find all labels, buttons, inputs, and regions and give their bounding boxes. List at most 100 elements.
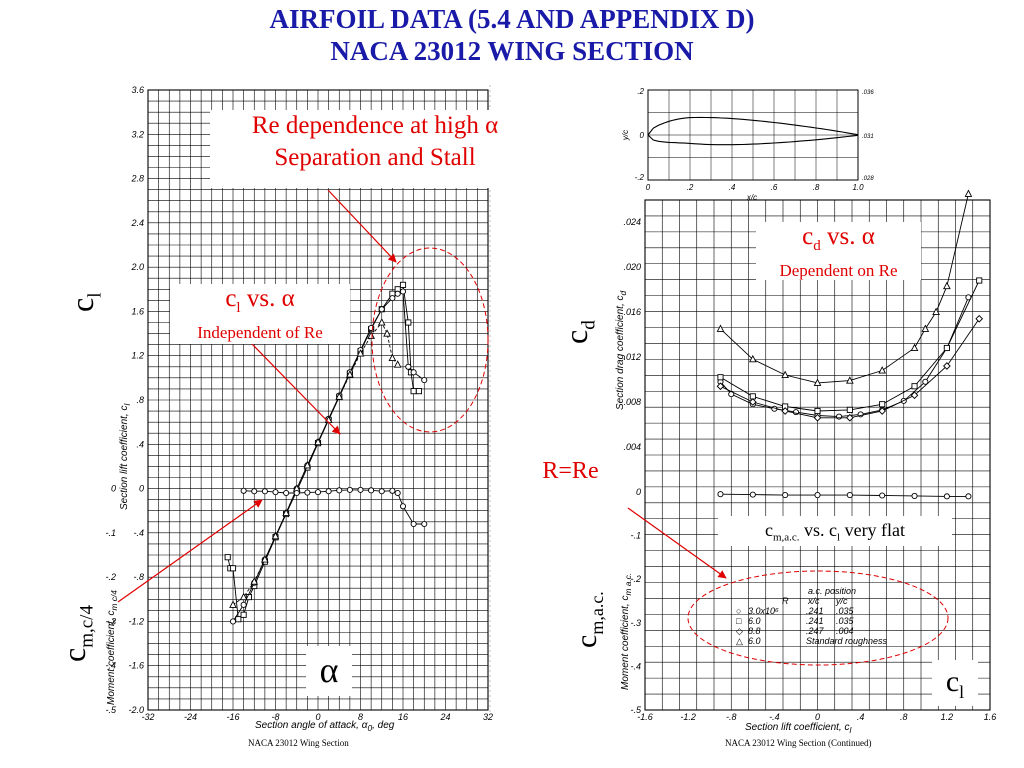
right-drag-point-square xyxy=(943,344,950,352)
right-drag-point-square xyxy=(846,406,853,413)
left-lift-tick-label: -1.2 xyxy=(128,616,144,626)
profile-x-tick-label: 0 xyxy=(646,183,651,192)
left-moment-point xyxy=(378,488,385,495)
profile-y-label: y/c xyxy=(621,130,630,141)
left-moment-tick-label: -.1 xyxy=(105,528,116,538)
right-drag-point-triangle xyxy=(781,370,789,379)
right-drag-tick-label: 0 xyxy=(636,487,641,497)
left-lift-point-triangle xyxy=(314,437,322,446)
right-chart-ticks: -1.6 -1.2 -.8 -.4 0 .4 .8 1.2 1.6 0 .004 .008 .012 .0… xyxy=(623,217,996,722)
legend-r-value: 8.8 xyxy=(748,626,761,636)
legend: a.c. position R x/c y/c ○ 3.0x10⁶ .241 .035… xyxy=(736,586,926,646)
legend-header-xc: x/c xyxy=(808,596,820,606)
right-moment-tick-label: -.2 xyxy=(630,574,641,584)
profile-x-tick-label: 1.0 xyxy=(852,183,864,192)
left-moment-point xyxy=(368,487,375,494)
left-lift-point-circle xyxy=(410,369,417,376)
left-moment-point xyxy=(283,489,290,497)
right-moment-point xyxy=(717,491,724,498)
left-x-axis-label: Section angle of attack, α0, deg xyxy=(255,720,395,733)
left-chart-ticks: -32 -24 -16 -8 0 8 16 24 32 .4 .8 1.2 1.6 2.0 2.4 2.8 3.… xyxy=(105,85,493,722)
legend-row: △ 6.0 Standard roughness xyxy=(736,636,926,646)
right-drag-point-triangle xyxy=(846,376,854,384)
left-lift-point-circle xyxy=(378,306,385,313)
profile-y-tick-label: 0 xyxy=(640,131,645,140)
legend-xc-value: .241 xyxy=(806,616,824,626)
left-x-tick-label: 16 xyxy=(398,712,408,722)
right-drag-point-diamond xyxy=(716,382,725,391)
annotation-overlay xyxy=(117,189,949,666)
left-moment-tick-label: 0 xyxy=(111,484,116,494)
left-moment-tick-label: -.4 xyxy=(105,661,116,671)
right-moment-tick-label: -.3 xyxy=(630,618,641,628)
left-lift-tick-label: 2.8 xyxy=(130,174,144,184)
left-lift-point-square xyxy=(415,388,422,395)
right-moment-point xyxy=(782,492,789,499)
legend-row: □ 6.0 .241 .035 xyxy=(736,616,926,626)
legend-marker-square-icon: □ xyxy=(736,616,742,626)
legend-yc-value: .035 xyxy=(836,616,854,626)
left-lift-point-circle xyxy=(405,363,412,370)
left-lift-point-circle xyxy=(389,295,396,302)
right-moment-curve xyxy=(720,493,969,497)
right-chart-caption: NACA 23012 Wing Section (Continued) xyxy=(725,738,872,748)
right-drag-point-triangle xyxy=(932,307,940,316)
left-moment-point xyxy=(272,489,279,496)
right-moment-tick-label: -.4 xyxy=(630,661,641,671)
right-drag-point-diamond xyxy=(910,391,919,400)
right-drag-tick-label: .020 xyxy=(623,262,641,272)
right-chart-grid xyxy=(644,199,991,711)
left-lift-point-triangle xyxy=(335,392,344,400)
right-drag-point-diamond xyxy=(846,413,854,422)
left-moment-tick-label: -.3 xyxy=(105,616,116,626)
profile-right-tick-label: .036 xyxy=(862,90,874,96)
symbol-cl-bottom: cl xyxy=(932,660,978,706)
left-x-tick-label: 8 xyxy=(358,712,363,722)
profile-upper-surface xyxy=(647,116,859,136)
left-lift-point-square xyxy=(410,388,417,395)
left-moment-point xyxy=(293,489,300,497)
left-lift-point-triangle xyxy=(388,353,397,361)
legend-r-value: 6.0 xyxy=(748,616,761,626)
left-lift-point-circle xyxy=(229,618,237,625)
profile-y-tick-label: -.2 xyxy=(635,173,645,182)
annotation-cm-flat: cm,a.c. vs. cl very flat xyxy=(718,516,952,546)
right-drag-curve-circle xyxy=(720,297,969,418)
left-lift-tick-label: 1.6 xyxy=(131,306,144,316)
left-moment-point xyxy=(314,489,322,496)
left-lift-point-triangle xyxy=(346,370,354,378)
symbol-cl: cl xyxy=(64,272,105,322)
symbol-alpha: α xyxy=(306,646,352,696)
right-moment-point xyxy=(879,492,886,499)
right-drag-axis-label-wrap: Section drag coefficient, cd xyxy=(615,280,628,410)
left-moment-axis-label: Moment coefficient, cm c/4 xyxy=(106,590,119,705)
right-x-tick-label: 1.2 xyxy=(941,712,954,722)
left-chart-caption: NACA 23012 Wing Section xyxy=(248,738,349,748)
left-lift-point-circle xyxy=(240,601,247,608)
left-moment-point xyxy=(261,488,268,495)
right-drag-point-diamond xyxy=(748,398,757,406)
left-moment-tick-label: -.2 xyxy=(105,572,116,582)
legend-marker-diamond-icon: ◇ xyxy=(736,626,743,636)
legend-header-ac: a.c. position xyxy=(808,586,857,596)
annotation-cd-vs-alpha: cd vs. α Dependent on Re xyxy=(756,222,921,280)
legend-ellipse xyxy=(687,570,949,666)
left-lift-point-circle xyxy=(399,288,407,295)
right-moment-point xyxy=(965,493,972,500)
legend-marker-circle-icon: ○ xyxy=(736,606,742,616)
left-lift-point-triangle xyxy=(303,460,312,469)
legend-marker-triangle-icon: △ xyxy=(736,636,743,646)
right-drag-tick-label: .016 xyxy=(623,307,641,317)
profile-lower-surface xyxy=(647,134,859,146)
slide-title-line1: AIRFOIL DATA (5.4 AND APPENDIX D) xyxy=(269,4,755,34)
right-x-tick-label: -1.6 xyxy=(637,712,653,722)
right-drag-point-triangle xyxy=(921,324,930,332)
arrow-to-stall xyxy=(327,189,397,263)
right-drag-point-circle xyxy=(836,413,843,420)
right-drag-point-triangle xyxy=(964,189,973,197)
right-drag-point-triangle xyxy=(748,354,757,363)
legend-xc-value: Standard roughness xyxy=(806,636,888,646)
arrow-to-lift-line xyxy=(251,343,341,435)
